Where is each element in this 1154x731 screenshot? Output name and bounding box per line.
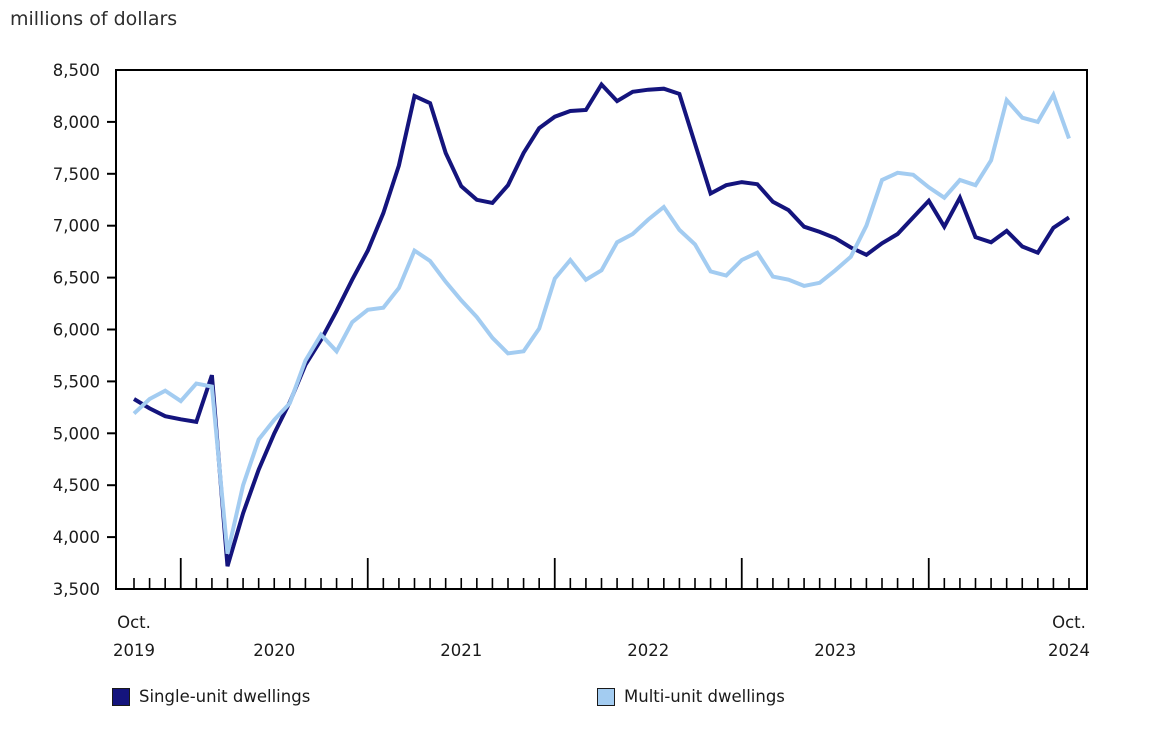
y-axis-tick-label: 7,500 <box>53 165 100 184</box>
y-axis-tick-label: 4,000 <box>53 528 100 547</box>
y-axis-tick-label: 5,000 <box>53 424 100 443</box>
y-axis-tick-label: 6,500 <box>53 269 100 288</box>
y-axis-tick-label: 5,500 <box>53 372 100 391</box>
single-unit-legend-swatch <box>112 687 130 706</box>
x-axis-first-month-label: Oct. <box>117 613 151 632</box>
x-axis-year-label: 2021 <box>440 641 482 660</box>
y-axis-tick-label: 7,000 <box>53 217 100 236</box>
x-axis-last-year-label: 2024 <box>1048 641 1090 660</box>
single-unit-legend-label: Single-unit dwellings <box>139 687 311 706</box>
x-axis-last-month-label: Oct. <box>1052 613 1086 632</box>
chart-title: millions of dollars <box>10 8 178 30</box>
y-axis-tick-label: 8,500 <box>53 61 100 80</box>
legend-item-multi-unit: Multi-unit dwellings <box>597 687 785 706</box>
legend-item-single-unit: Single-unit dwellings <box>112 687 310 706</box>
y-axis-tick-label: 6,000 <box>53 321 100 340</box>
x-axis-year-label: 2020 <box>253 641 295 660</box>
x-axis-year-label: 2023 <box>814 641 856 660</box>
multi-unit-legend-label: Multi-unit dwellings <box>624 687 785 706</box>
y-axis-tick-label: 3,500 <box>53 580 100 599</box>
x-axis-year-label: 2022 <box>627 641 669 660</box>
y-axis-tick-label: 8,000 <box>53 113 100 132</box>
y-axis-tick-label: 4,500 <box>53 476 100 495</box>
x-axis-first-year-label: 2019 <box>113 641 155 660</box>
plot-border <box>115 69 1088 590</box>
multi-unit-legend-swatch <box>597 687 615 706</box>
line-chart: 3,500 4,000 4,500 5,000 5,500 6,000 6,500 7,000… <box>53 61 1090 660</box>
series-line-multi-unit-dwellings <box>132 90 1071 555</box>
series-line-single-unit-dwellings <box>132 81 1071 567</box>
